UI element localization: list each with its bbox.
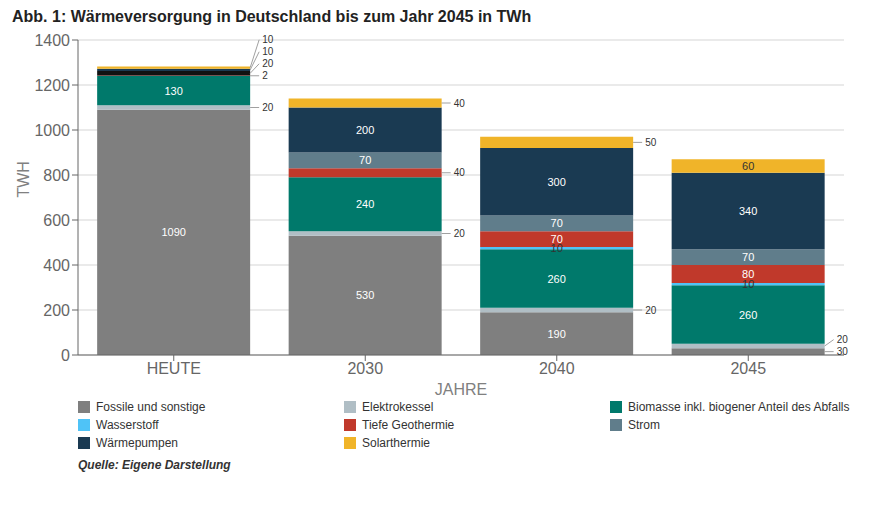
- svg-text:70: 70: [551, 217, 563, 229]
- svg-text:70: 70: [551, 233, 563, 245]
- html-text:Abb. 1: Wärmeversorgung in Deu: Abb. 1: Wärmeversorgung in Deutschland b…: [12, 8, 532, 25]
- svg-text:80: 80: [742, 268, 754, 280]
- svg-text:600: 600: [43, 212, 70, 229]
- svg-text:800: 800: [43, 167, 70, 184]
- svg-text:200: 200: [356, 124, 374, 136]
- svg-text:2030: 2030: [347, 360, 383, 377]
- svg-text:2045: 2045: [730, 360, 766, 377]
- svg-text:530: 530: [356, 289, 374, 301]
- html-text:Biomasse inkl. biogener Anteil: Biomasse inkl. biogener Anteil des Abfal…: [628, 400, 850, 414]
- svg-text:30: 30: [837, 346, 849, 357]
- svg-text:2040: 2040: [539, 360, 575, 377]
- svg-text:1200: 1200: [34, 77, 70, 94]
- html-text:Wärmepumpen: Wärmepumpen: [96, 436, 178, 450]
- svg-text:1400: 1400: [34, 32, 70, 49]
- svg-text:300: 300: [547, 176, 565, 188]
- svg-text:40: 40: [454, 98, 466, 109]
- svg-text:260: 260: [739, 309, 757, 321]
- svg-text:20: 20: [454, 228, 466, 239]
- svg-text:10: 10: [262, 34, 274, 45]
- svg-text:200: 200: [43, 302, 70, 319]
- svg-text:340: 340: [739, 205, 757, 217]
- svg-text:70: 70: [742, 251, 754, 263]
- svg-text:20: 20: [645, 305, 657, 316]
- svg-text:70: 70: [359, 154, 371, 166]
- svg-text:240: 240: [356, 198, 374, 210]
- html-text:Fossile und sonstige: Fossile und sonstige: [96, 400, 206, 414]
- svg-text:TWH: TWH: [15, 161, 32, 197]
- svg-text:0: 0: [61, 347, 70, 364]
- svg-text:10: 10: [742, 278, 755, 291]
- svg-text:260: 260: [547, 273, 565, 285]
- svg-text:130: 130: [164, 85, 182, 97]
- html-text:Solarthermie: Solarthermie: [362, 436, 430, 450]
- html-text:Wasserstoff: Wasserstoff: [96, 418, 159, 432]
- svg-text:20: 20: [837, 334, 849, 345]
- html-text:Strom: Strom: [628, 418, 660, 432]
- svg-text:20: 20: [262, 58, 274, 69]
- svg-text:JAHRE: JAHRE: [435, 381, 487, 398]
- svg-text:10: 10: [262, 46, 274, 57]
- svg-text:20: 20: [262, 102, 274, 113]
- svg-text:190: 190: [547, 328, 565, 340]
- svg-text:50: 50: [645, 137, 657, 148]
- svg-text:HEUTE: HEUTE: [147, 360, 201, 377]
- svg-text:2: 2: [262, 70, 268, 81]
- html-text:Quelle: Eigene Darstellung: Quelle: Eigene Darstellung: [78, 458, 231, 472]
- svg-text:10: 10: [550, 242, 563, 255]
- svg-text:400: 400: [43, 257, 70, 274]
- svg-text:1000: 1000: [34, 122, 70, 139]
- html-text:Elektrokessel: Elektrokessel: [362, 400, 434, 414]
- svg-text:1090: 1090: [161, 226, 185, 238]
- svg-text:60: 60: [742, 160, 754, 172]
- html-text:Tiefe Geothermie: Tiefe Geothermie: [362, 418, 455, 432]
- svg-text:40: 40: [454, 167, 466, 178]
